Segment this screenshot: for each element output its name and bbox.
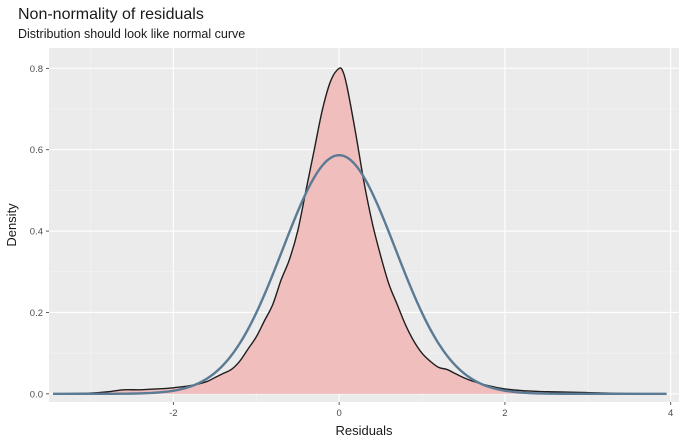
y-axis-label: Density <box>4 203 19 247</box>
x-axis-label: Residuals <box>335 423 393 438</box>
y-tick-label: 0.8 <box>30 64 43 75</box>
y-tick-label: 0.4 <box>30 227 43 238</box>
density-line <box>53 67 667 395</box>
tick-layer: -2 0 2 4 0.0 0.2 0.4 0.6 0.8 <box>30 64 674 419</box>
y-tick-label: 0.2 <box>30 308 43 319</box>
series-layer <box>53 67 667 396</box>
x-tick-label: 2 <box>502 408 507 419</box>
density-area <box>53 67 667 394</box>
x-tick-label: -2 <box>169 408 177 419</box>
y-tick-label: 0.6 <box>30 145 43 156</box>
normal-curve-line <box>53 153 667 396</box>
chart-subtitle: Distribution should look like normal cur… <box>18 27 245 41</box>
x-tick-label: 4 <box>668 408 673 419</box>
y-tick-label: 0.0 <box>30 389 43 400</box>
x-tick-label: 0 <box>336 408 341 419</box>
chart-title: Non-normality of residuals <box>18 6 204 23</box>
